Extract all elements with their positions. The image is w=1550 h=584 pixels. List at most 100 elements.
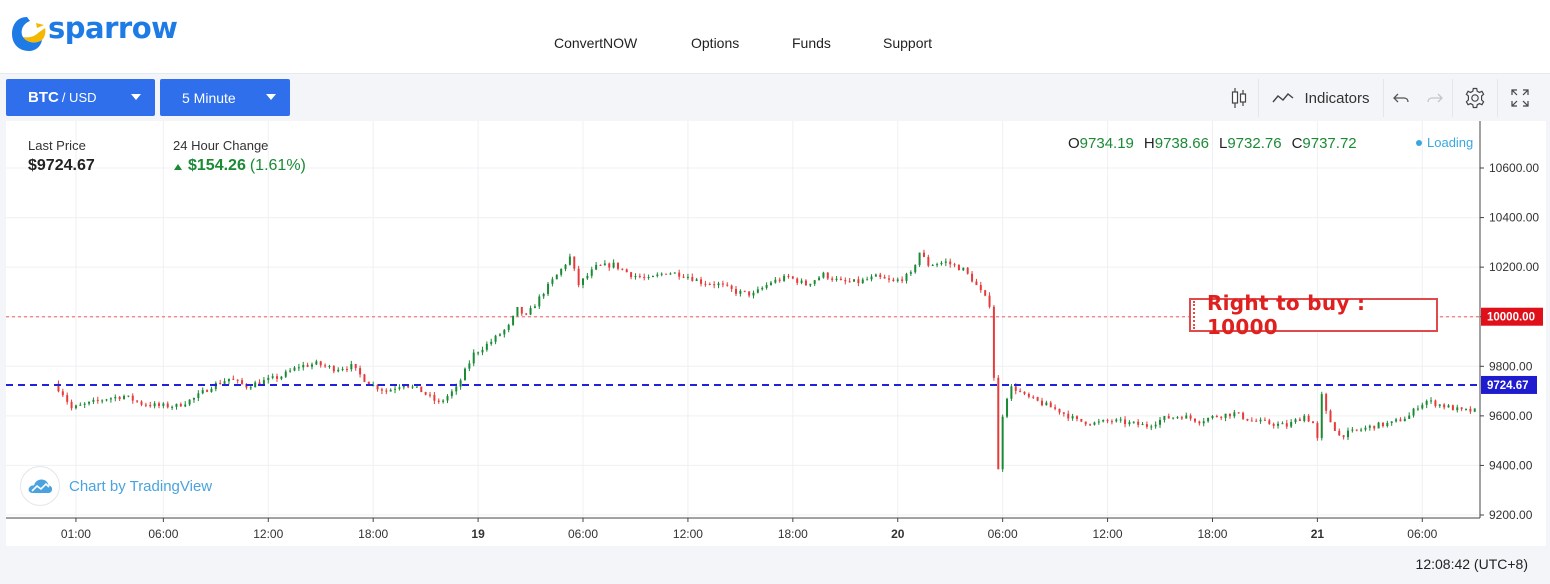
candle-body <box>398 387 401 389</box>
candle-body <box>905 273 908 281</box>
candle-body <box>1049 402 1052 408</box>
last-price-label: Last Price <box>28 138 86 153</box>
candle-body <box>1312 421 1315 424</box>
right-to-buy-badge[interactable]: Right to buy : 10000 <box>1189 291 1438 339</box>
candle-body <box>1285 423 1288 427</box>
fullscreen-icon[interactable] <box>1498 78 1542 118</box>
candle-body <box>542 293 545 297</box>
time-tick-label: 18:00 <box>1197 527 1227 541</box>
candle-body <box>599 264 602 266</box>
candle-body <box>319 361 322 366</box>
candle-body <box>979 285 982 291</box>
candle-body <box>621 268 624 270</box>
candle-body <box>1159 419 1162 425</box>
candle-body <box>678 272 681 277</box>
candle-body <box>284 371 287 377</box>
candle-body <box>1430 400 1433 402</box>
candle-body <box>1386 422 1389 427</box>
candle-body <box>1294 419 1297 423</box>
sparrow-logo[interactable]: sparrow <box>10 11 178 58</box>
candle-body <box>1329 410 1332 423</box>
interval-dropdown[interactable]: 5 Minute <box>160 79 290 116</box>
candle-body <box>184 404 187 407</box>
candle-body <box>1228 413 1231 417</box>
candle-body <box>1163 416 1166 420</box>
candle-body <box>603 263 606 266</box>
candle-body <box>57 383 60 392</box>
candle-body <box>717 283 720 286</box>
pair-dropdown[interactable]: BTC / USD <box>6 79 155 116</box>
time-tick-label: 12:00 <box>673 527 703 541</box>
candle-body <box>1237 412 1240 414</box>
candle-body <box>665 273 668 275</box>
last-price-tag <box>1481 375 1537 394</box>
candle-body <box>1233 412 1236 417</box>
candle-body <box>1325 394 1328 411</box>
candle-body <box>1377 422 1380 429</box>
interval-label: 5 Minute <box>182 89 236 106</box>
candle-body <box>210 388 213 392</box>
candle-body <box>1408 415 1411 419</box>
nav-funds[interactable]: Funds <box>792 35 831 51</box>
candle-body <box>442 400 445 402</box>
candle-body <box>459 380 462 387</box>
candle-body <box>1434 400 1437 406</box>
candle-body <box>1132 421 1135 423</box>
candle-body <box>1124 419 1127 425</box>
candle-body <box>595 264 598 270</box>
candle-body <box>171 406 174 408</box>
candle-body <box>844 280 847 282</box>
candle-body <box>258 382 261 385</box>
candle-body <box>153 403 156 407</box>
settings-icon[interactable] <box>1453 78 1497 118</box>
candle-body <box>411 386 414 388</box>
nav-convertnow[interactable]: ConvertNOW <box>554 35 638 51</box>
chevron-down-icon <box>266 94 276 100</box>
candles-icon[interactable] <box>1220 78 1258 118</box>
tradingview-cloud-icon <box>20 466 60 506</box>
candle-body <box>1277 423 1280 426</box>
candle-body <box>529 308 532 315</box>
candle-body <box>1438 404 1441 406</box>
tradingview-watermark[interactable]: Chart by TradingView <box>20 466 212 506</box>
candle-body <box>1473 408 1476 412</box>
candle-body <box>1115 419 1118 422</box>
candle-body <box>429 394 432 396</box>
nav-support[interactable]: Support <box>883 35 933 51</box>
candle-body <box>1303 415 1306 421</box>
candle-body <box>940 262 943 265</box>
price-tick-label: 9800.00 <box>1489 359 1533 373</box>
candle-body <box>1421 404 1424 409</box>
chart-panel[interactable]: 10600.00 10400.00 10200.00 10000.00 9800.00 9… <box>6 121 1546 546</box>
candle-body <box>79 404 82 406</box>
candle-body <box>564 264 567 270</box>
indicators-button[interactable]: Indicators <box>1259 78 1383 118</box>
candle-body <box>88 401 91 404</box>
candle-body <box>1307 415 1310 422</box>
candle-body <box>516 306 519 316</box>
candle-body <box>555 274 558 280</box>
candle-body <box>232 378 235 380</box>
time-tick-label: 06:00 <box>1407 527 1437 541</box>
candle-body <box>389 389 392 392</box>
candle-body <box>953 264 956 266</box>
candle-body <box>1141 424 1144 426</box>
candle-body <box>752 292 755 296</box>
top-navbar: sparrow ConvertNOW Options Funds Support <box>0 0 1550 73</box>
candle-body <box>1040 400 1043 406</box>
candle-body <box>1320 394 1323 438</box>
candle-body <box>140 401 143 405</box>
timezone-clock[interactable]: 12:08:42 (UTC+8) <box>1415 556 1528 572</box>
price-chart[interactable]: 10600.00 10400.00 10200.00 10000.00 9800.00 9… <box>6 121 1546 546</box>
candle-body <box>179 403 182 407</box>
redo-icon[interactable] <box>1418 78 1452 118</box>
nav-options[interactable]: Options <box>691 35 740 51</box>
undo-icon[interactable] <box>1384 78 1418 118</box>
candle-body <box>769 282 772 285</box>
candle-body <box>533 306 536 309</box>
candle-body <box>310 364 313 367</box>
candle-body <box>1259 419 1262 422</box>
candle-body <box>892 279 895 282</box>
candle-body <box>730 285 733 289</box>
candle-body <box>136 400 139 402</box>
